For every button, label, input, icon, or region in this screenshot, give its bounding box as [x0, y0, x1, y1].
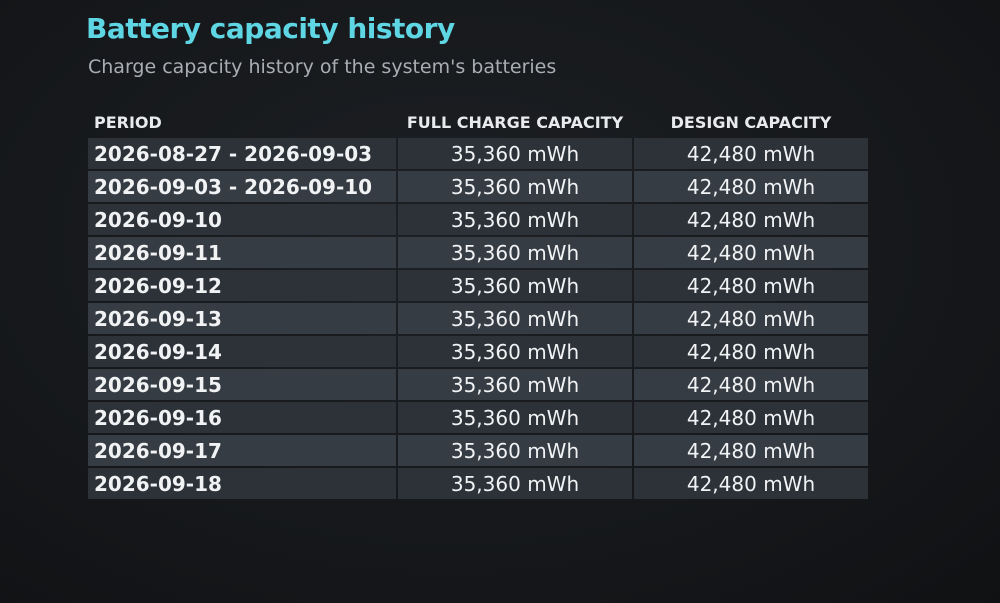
design-capacity-cell: 42,480 mWh — [634, 435, 868, 466]
table-head: PERIOD FULL CHARGE CAPACITY DESIGN CAPAC… — [88, 102, 868, 136]
full-charge-cell: 35,360 mWh — [398, 336, 632, 367]
column-header: PERIOD — [94, 113, 162, 132]
design-capacity-cell: 42,480 mWh — [634, 171, 868, 202]
table-row: 2026-09-16 35,360 mWh 42,480 mWh — [88, 402, 868, 433]
table-row: 2026-09-17 35,360 mWh 42,480 mWh — [88, 435, 868, 466]
table-row: 2026-09-11 35,360 mWh 42,480 mWh — [88, 237, 868, 268]
design-capacity-cell: 42,480 mWh — [634, 336, 868, 367]
full-charge-cell: 35,360 mWh — [398, 402, 632, 433]
full-charge-cell: 35,360 mWh — [398, 468, 632, 499]
table-body: 2026-08-27 - 2026-09-03 35,360 mWh 42,480 … — [88, 138, 868, 499]
period-cell: 2026-09-17 — [88, 435, 396, 466]
design-capacity-cell: 42,480 mWh — [634, 468, 868, 499]
full-charge-cell: 35,360 mWh — [398, 138, 632, 169]
column-header: FULL CHARGE CAPACITY — [406, 113, 624, 132]
full-charge-cell: 35,360 mWh — [398, 204, 632, 235]
period-cell: 2026-09-11 — [88, 237, 396, 268]
design-capacity-cell: 42,480 mWh — [634, 237, 868, 268]
full-charge-cell: 35,360 mWh — [398, 369, 632, 400]
full-charge-cell: 35,360 mWh — [398, 303, 632, 334]
period-cell: 2026-09-13 — [88, 303, 396, 334]
report-subtitle: Charge capacity history of the system's … — [88, 56, 557, 78]
design-capacity-cell: 42,480 mWh — [634, 402, 868, 433]
full-charge-cell: 35,360 mWh — [398, 435, 632, 466]
header-row: PERIOD FULL CHARGE CAPACITY DESIGN CAPAC… — [88, 102, 868, 136]
table-row: 2026-09-12 35,360 mWh 42,480 mWh — [88, 270, 868, 301]
period-cell: 2026-09-16 — [88, 402, 396, 433]
report-title: Battery capacity history — [86, 12, 455, 45]
period-cell: 2026-08-27 - 2026-09-03 — [88, 138, 396, 169]
table-row: 2026-09-13 35,360 mWh 42,480 mWh — [88, 303, 868, 334]
design-capacity-cell: 42,480 mWh — [634, 303, 868, 334]
design-capacity-cell: 42,480 mWh — [634, 138, 868, 169]
full-charge-cell: 35,360 mWh — [398, 237, 632, 268]
table-row: 2026-08-27 - 2026-09-03 35,360 mWh 42,480 … — [88, 138, 868, 169]
period-cell: 2026-09-15 — [88, 369, 396, 400]
table-row: 2026-09-15 35,360 mWh 42,480 mWh — [88, 369, 868, 400]
design-capacity-cell: 42,480 mWh — [634, 369, 868, 400]
period-cell: 2026-09-14 — [88, 336, 396, 367]
period-cell: 2026-09-10 — [88, 204, 396, 235]
design-capacity-cell: 42,480 mWh — [634, 204, 868, 235]
table-row: 2026-09-14 35,360 mWh 42,480 mWh — [88, 336, 868, 367]
table-row: 2026-09-10 35,360 mWh 42,480 mWh — [88, 204, 868, 235]
design-capacity-cell: 42,480 mWh — [634, 270, 868, 301]
period-cell: 2026-09-18 — [88, 468, 396, 499]
column-header: DESIGN CAPACITY — [670, 113, 832, 132]
capacity-table: PERIOD FULL CHARGE CAPACITY DESIGN CAPAC… — [86, 100, 870, 501]
period-cell: 2026-09-03 - 2026-09-10 — [88, 171, 396, 202]
table-row: 2026-09-18 35,360 mWh 42,480 mWh — [88, 468, 868, 499]
table-row: 2026-09-03 - 2026-09-10 35,360 mWh 42,480 … — [88, 171, 868, 202]
full-charge-cell: 35,360 mWh — [398, 171, 632, 202]
period-cell: 2026-09-12 — [88, 270, 396, 301]
full-charge-cell: 35,360 mWh — [398, 270, 632, 301]
